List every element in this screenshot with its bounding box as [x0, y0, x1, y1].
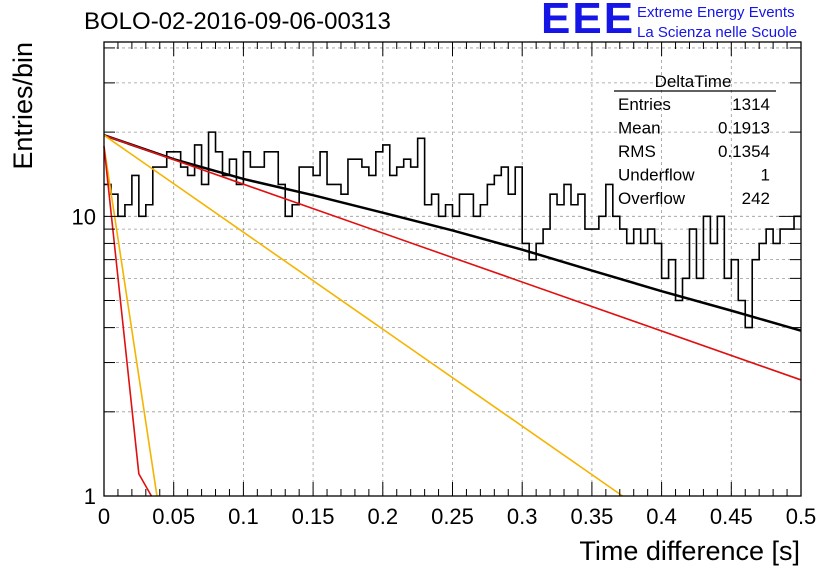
- y-axis-label: Entries/bin: [8, 42, 38, 170]
- logo-tagline-2: La Scienza nelle Scuole: [637, 24, 798, 41]
- stats-value: 1314: [732, 95, 770, 114]
- stats-value: 242: [742, 189, 770, 208]
- x-tick-label: 0.15: [292, 504, 335, 529]
- x-axis-label: Time difference [s]: [579, 536, 800, 566]
- histogram-steps: [104, 131, 801, 329]
- fit-curve-5: [103, 146, 153, 497]
- fit-curves: [103, 134, 802, 497]
- stats-value: 0.1913: [718, 119, 770, 138]
- stats-box: DeltaTime Entries 1314 Mean 0.1913 RMS 0.1354…: [614, 72, 776, 208]
- logo-tagline-1: Extreme Energy Events: [637, 4, 795, 21]
- stats-value: 0.1354: [718, 142, 770, 161]
- x-tick-label: 0.5: [786, 504, 817, 529]
- plot-title: BOLO-02-2016-09-06-00313: [84, 8, 391, 35]
- fit-curve-1: [103, 134, 802, 332]
- axes: 0 0.05 0.1 0.15 0.2 0.25 0.3 0.35 0.4 0.45 0.5 1 10: [72, 41, 817, 529]
- y-tick-label: 10: [72, 204, 96, 229]
- stats-title: DeltaTime: [655, 72, 732, 91]
- x-tick-label: 0.35: [570, 504, 613, 529]
- histogram-series: [104, 131, 801, 329]
- y-tick-label: 1: [84, 484, 96, 509]
- stats-label: Mean: [618, 119, 661, 138]
- x-tick-label: 0.25: [431, 504, 474, 529]
- fit-curve-3: [103, 134, 624, 497]
- stats-value: 1: [761, 166, 770, 185]
- stats-label: Underflow: [618, 166, 695, 185]
- fit-curve-2: [103, 134, 802, 381]
- stats-label: Entries: [618, 95, 671, 114]
- x-tick-label: 0.05: [152, 504, 195, 529]
- x-tick-label: 0.45: [710, 504, 753, 529]
- stats-label: Overflow: [618, 189, 686, 208]
- fit-curve-4: [103, 146, 158, 497]
- x-tick-label: 0.1: [228, 504, 259, 529]
- x-tick-label: 0.3: [507, 504, 538, 529]
- eee-logo: EEE: [541, 0, 636, 43]
- stats-label: RMS: [618, 142, 656, 161]
- x-tick-label: 0: [98, 504, 110, 529]
- x-tick-label: 0.4: [646, 504, 677, 529]
- x-tick-label: 0.2: [368, 504, 399, 529]
